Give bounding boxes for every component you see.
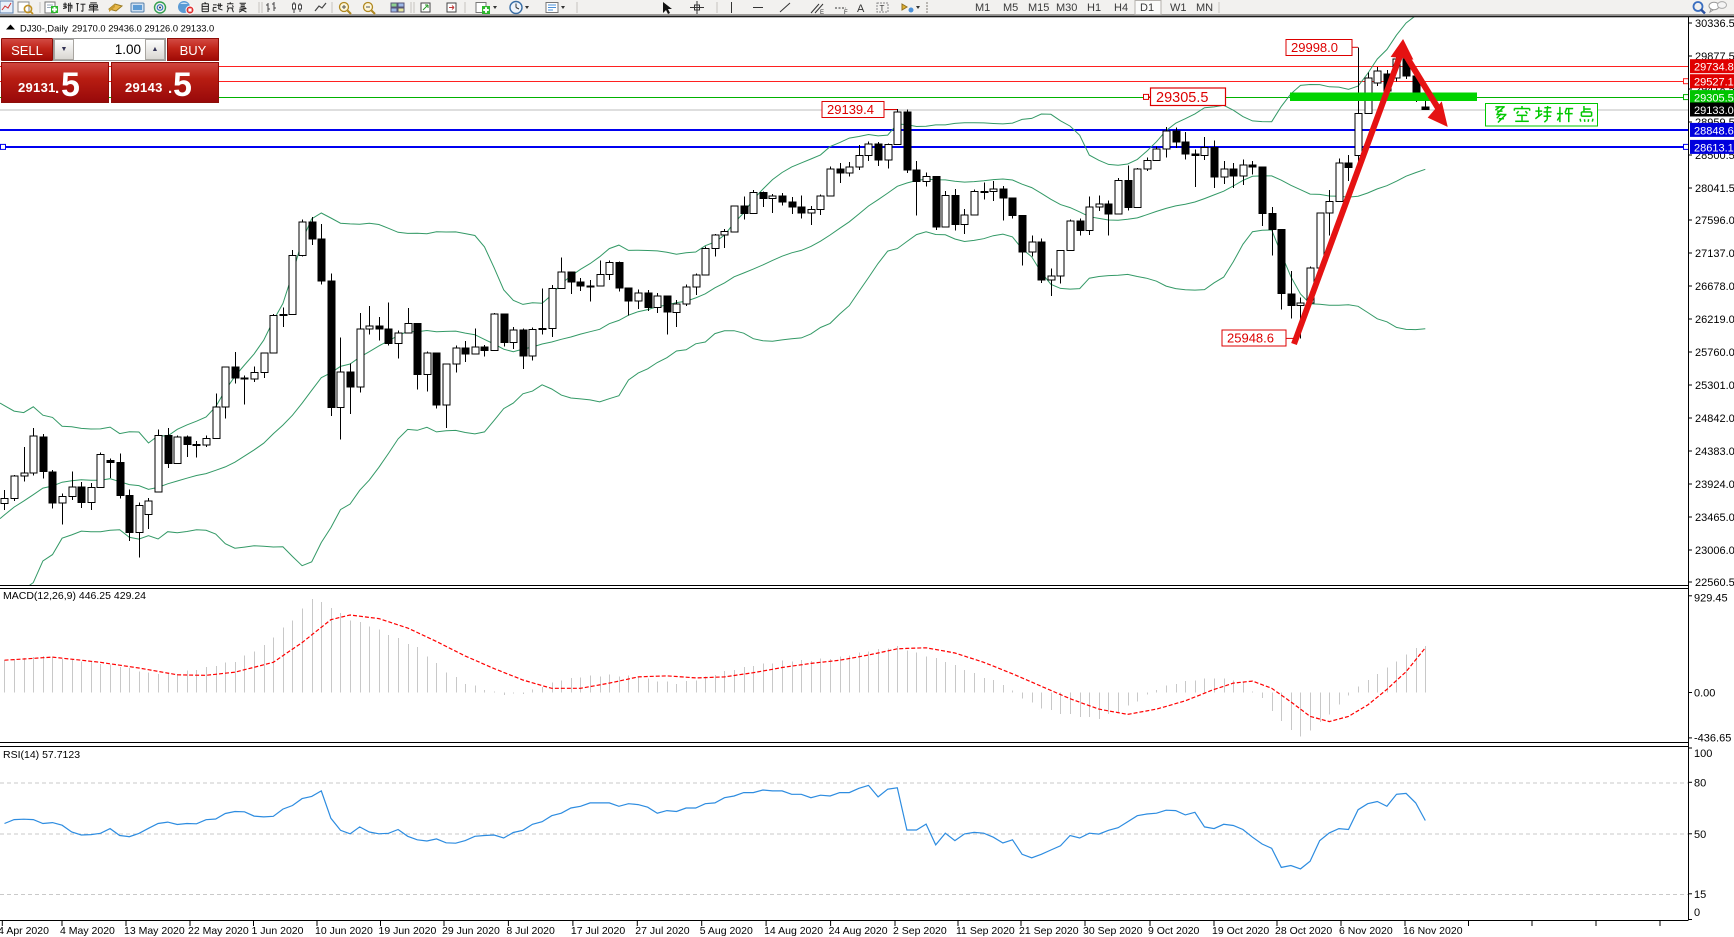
svg-text:F: F [844, 10, 848, 16]
svg-text:-436.65: -436.65 [1694, 733, 1731, 745]
svg-text:30 Sep 2020: 30 Sep 2020 [1083, 925, 1143, 937]
svg-text:29170.0 29436.0 29126.0 29133.: 29170.0 29436.0 29126.0 29133.0 [72, 24, 214, 34]
svg-text:4 May 2020: 4 May 2020 [60, 925, 115, 937]
svg-text:D1: D1 [1140, 2, 1154, 14]
svg-text:DJ30-,Daily: DJ30-,Daily [20, 24, 68, 34]
svg-text:11 Sep 2020: 11 Sep 2020 [956, 925, 1015, 937]
svg-text:15: 15 [1694, 889, 1706, 901]
svg-text:24842.0: 24842.0 [1695, 413, 1734, 425]
svg-text:28613.1: 28613.1 [1694, 142, 1734, 154]
svg-text:5 Aug 2020: 5 Aug 2020 [700, 925, 753, 937]
svg-text:29734.8: 29734.8 [1694, 62, 1734, 74]
svg-text:13 May 2020: 13 May 2020 [124, 925, 185, 937]
svg-text:25301.0: 25301.0 [1695, 380, 1734, 392]
svg-text:MN: MN [1196, 2, 1213, 14]
svg-text:H4: H4 [1114, 2, 1128, 14]
svg-text:25948.6: 25948.6 [1227, 331, 1274, 346]
svg-text:100: 100 [1694, 748, 1712, 760]
svg-text:14 Aug 2020: 14 Aug 2020 [764, 925, 823, 937]
svg-text:MACD(12,26,9) 446.25 429.24: MACD(12,26,9) 446.25 429.24 [3, 590, 146, 602]
svg-text:10 Jun 2020: 10 Jun 2020 [315, 925, 373, 937]
svg-text:M15: M15 [1028, 2, 1049, 14]
svg-text:8 Jul 2020: 8 Jul 2020 [506, 925, 555, 937]
svg-text:29 Jun 2020: 29 Jun 2020 [442, 925, 500, 937]
svg-text:W1: W1 [1170, 2, 1187, 14]
svg-text:24383.0: 24383.0 [1695, 446, 1734, 458]
svg-text:M5: M5 [1003, 2, 1018, 14]
svg-text:2 Sep 2020: 2 Sep 2020 [893, 925, 947, 937]
svg-text:6 Nov 2020: 6 Nov 2020 [1339, 925, 1393, 937]
svg-text:1 Jun 2020: 1 Jun 2020 [252, 925, 304, 937]
svg-text:19 Jun 2020: 19 Jun 2020 [379, 925, 437, 937]
svg-text:21 Sep 2020: 21 Sep 2020 [1019, 925, 1079, 937]
svg-text:RSI(14) 57.7123: RSI(14) 57.7123 [3, 749, 80, 761]
svg-text:27137.0: 27137.0 [1695, 248, 1734, 260]
svg-text:29998.0: 29998.0 [1291, 40, 1338, 55]
svg-text:26219.0: 26219.0 [1695, 314, 1734, 326]
svg-text:19 Oct 2020: 19 Oct 2020 [1212, 925, 1269, 937]
svg-text:27 Jul 2020: 27 Jul 2020 [635, 925, 689, 937]
svg-text:23465.0: 23465.0 [1695, 512, 1734, 524]
svg-text:0.00: 0.00 [1694, 688, 1715, 700]
svg-text:16 Nov 2020: 16 Nov 2020 [1403, 925, 1463, 937]
svg-text:23006.0: 23006.0 [1695, 545, 1734, 557]
svg-text:23924.0: 23924.0 [1695, 479, 1734, 491]
svg-text:E: E [820, 10, 824, 16]
svg-text:27596.0: 27596.0 [1695, 215, 1734, 227]
svg-text:28 Oct 2020: 28 Oct 2020 [1275, 925, 1332, 937]
svg-text:28848.6: 28848.6 [1694, 125, 1734, 137]
svg-text:26678.0: 26678.0 [1695, 281, 1734, 293]
svg-text:24 Apr 2020: 24 Apr 2020 [0, 925, 49, 937]
svg-text:29133.0: 29133.0 [1694, 105, 1734, 117]
svg-text:17 Jul 2020: 17 Jul 2020 [571, 925, 625, 937]
svg-text:25760.0: 25760.0 [1695, 347, 1734, 359]
svg-text:M30: M30 [1056, 2, 1077, 14]
svg-text:929.45: 929.45 [1694, 593, 1728, 605]
svg-text:50: 50 [1694, 829, 1706, 841]
svg-text:29305.5: 29305.5 [1694, 93, 1734, 105]
svg-text:29305.5: 29305.5 [1156, 90, 1208, 106]
svg-text:22560.5: 22560.5 [1695, 577, 1734, 589]
svg-text:29527.1: 29527.1 [1694, 77, 1734, 89]
svg-text:T: T [880, 4, 885, 13]
svg-text:24 Aug 2020: 24 Aug 2020 [829, 925, 888, 937]
svg-text:80: 80 [1694, 777, 1706, 789]
svg-text:22 May 2020: 22 May 2020 [188, 925, 249, 937]
svg-text:M1: M1 [975, 2, 990, 14]
svg-text:H1: H1 [1087, 2, 1101, 14]
svg-text:30336.5: 30336.5 [1695, 18, 1734, 30]
svg-text:9 Oct 2020: 9 Oct 2020 [1148, 925, 1200, 937]
svg-text:A: A [857, 3, 865, 15]
svg-text:29139.4: 29139.4 [827, 102, 874, 117]
svg-text:0: 0 [1694, 907, 1700, 919]
svg-text:28041.5: 28041.5 [1695, 183, 1734, 195]
